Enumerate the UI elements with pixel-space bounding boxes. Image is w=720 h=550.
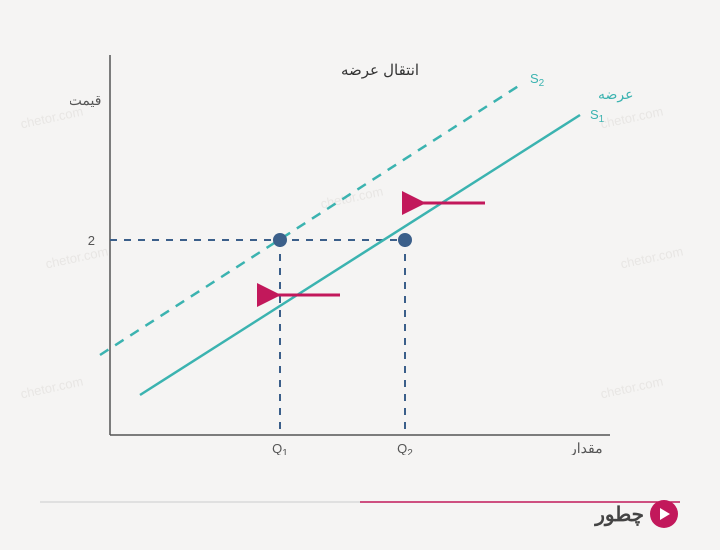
y-tick-2: 2 xyxy=(88,233,95,248)
chart-title: انتقال عرضه xyxy=(341,62,419,79)
supply-line-s2 xyxy=(100,85,520,355)
supply-line-s1 xyxy=(140,115,580,395)
footer-divider xyxy=(40,490,680,491)
s1-label: S1 xyxy=(590,107,605,125)
x-axis-label: مقدار xyxy=(569,440,603,455)
supply-label: عرضه xyxy=(598,86,633,103)
point-q1 xyxy=(273,233,287,247)
brand-text: چطور xyxy=(595,502,644,527)
supply-shift-chart: انتقال عرضه قیمت مقدار 2 Q1 Q2 S2 عرضه S… xyxy=(70,35,650,435)
x-tick-q1: Q1 xyxy=(272,441,288,455)
brand-logo: چطور xyxy=(595,500,678,528)
y-axis-label: قیمت xyxy=(70,92,101,108)
x-tick-q2: Q2 xyxy=(397,441,413,455)
chart-svg: انتقال عرضه قیمت مقدار 2 Q1 Q2 S2 عرضه S… xyxy=(70,35,650,455)
s2-label: S2 xyxy=(530,71,545,89)
point-q2 xyxy=(398,233,412,247)
brand-icon xyxy=(650,500,678,528)
